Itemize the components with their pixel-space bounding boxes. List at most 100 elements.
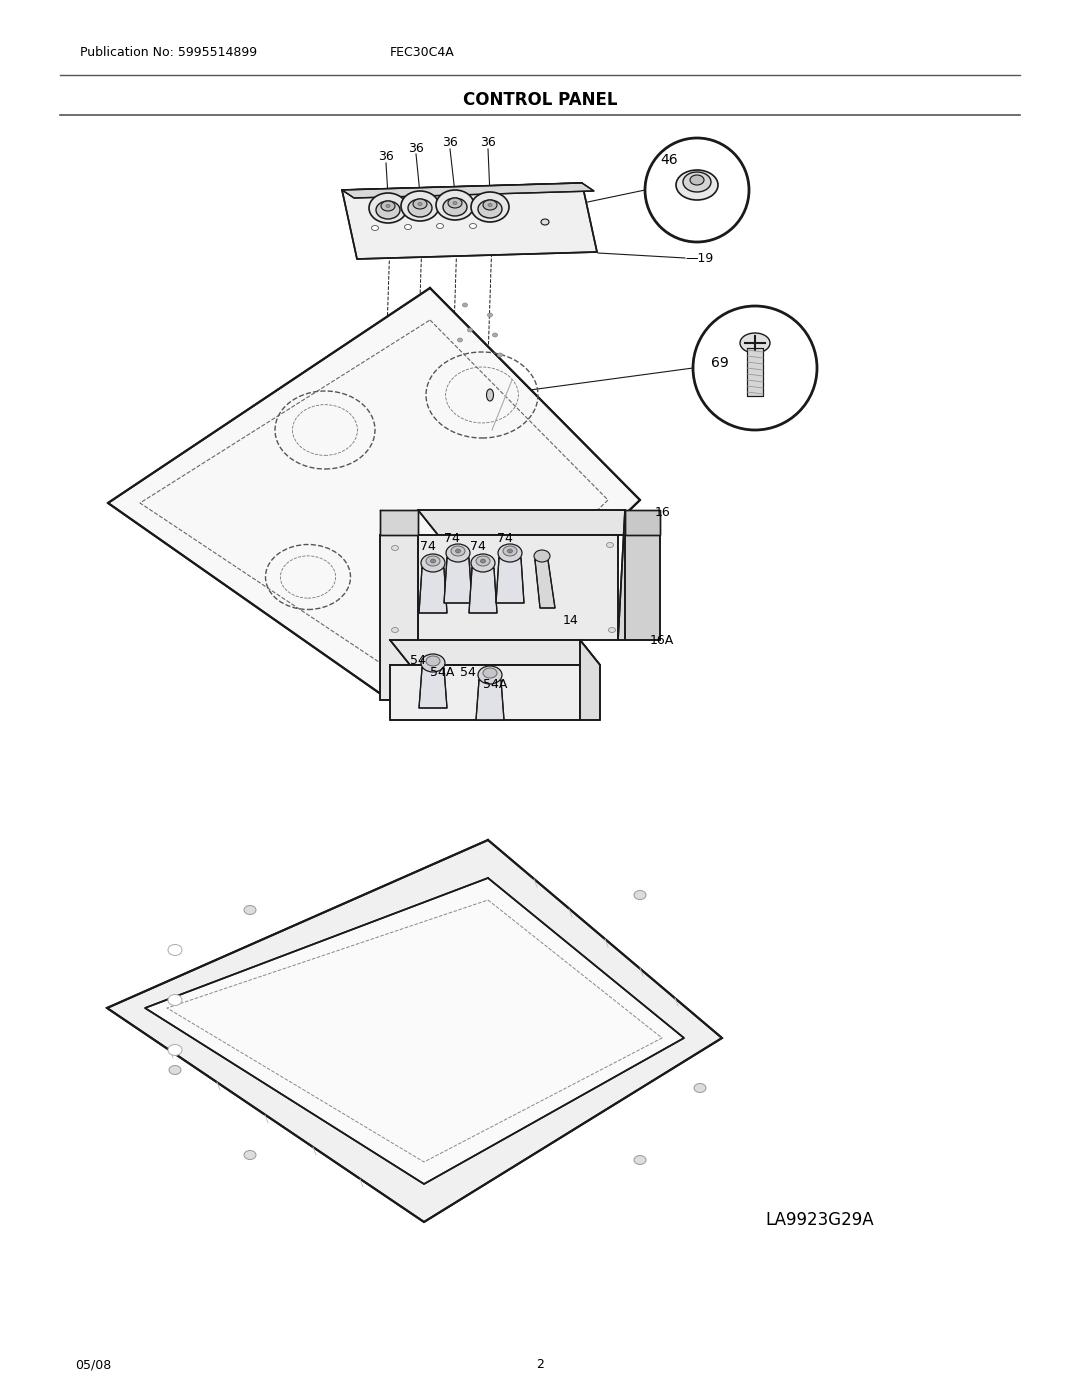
Text: 36: 36 bbox=[442, 137, 458, 149]
Ellipse shape bbox=[476, 556, 490, 566]
Ellipse shape bbox=[471, 191, 509, 222]
Polygon shape bbox=[747, 348, 762, 395]
Ellipse shape bbox=[168, 1066, 181, 1074]
Polygon shape bbox=[418, 535, 618, 640]
Ellipse shape bbox=[421, 654, 445, 672]
Polygon shape bbox=[476, 680, 504, 719]
Ellipse shape bbox=[458, 338, 462, 342]
Circle shape bbox=[693, 306, 816, 430]
Ellipse shape bbox=[168, 995, 183, 1006]
Polygon shape bbox=[418, 510, 645, 535]
Ellipse shape bbox=[683, 172, 711, 191]
Ellipse shape bbox=[608, 627, 616, 633]
Ellipse shape bbox=[426, 657, 440, 666]
Text: 2: 2 bbox=[536, 1358, 544, 1372]
Text: 16: 16 bbox=[654, 506, 671, 518]
Ellipse shape bbox=[607, 542, 613, 548]
Polygon shape bbox=[342, 183, 594, 198]
Text: 74: 74 bbox=[497, 531, 513, 545]
Text: 74: 74 bbox=[470, 541, 486, 553]
Ellipse shape bbox=[421, 555, 445, 571]
Ellipse shape bbox=[369, 193, 407, 224]
Ellipse shape bbox=[534, 550, 550, 562]
Text: 54A: 54A bbox=[483, 679, 508, 692]
Ellipse shape bbox=[468, 328, 473, 332]
Polygon shape bbox=[380, 535, 418, 700]
Text: 36: 36 bbox=[408, 141, 423, 155]
Polygon shape bbox=[145, 877, 684, 1185]
Ellipse shape bbox=[376, 201, 400, 219]
Ellipse shape bbox=[488, 204, 492, 207]
Ellipse shape bbox=[503, 546, 517, 556]
Ellipse shape bbox=[634, 890, 646, 900]
Ellipse shape bbox=[418, 203, 422, 205]
Ellipse shape bbox=[462, 303, 468, 307]
Ellipse shape bbox=[443, 198, 467, 217]
Polygon shape bbox=[580, 640, 600, 719]
Ellipse shape bbox=[244, 905, 256, 915]
Text: 54: 54 bbox=[460, 665, 476, 679]
Text: 36: 36 bbox=[481, 137, 496, 149]
Polygon shape bbox=[625, 510, 660, 535]
Ellipse shape bbox=[740, 332, 770, 353]
Ellipse shape bbox=[541, 219, 549, 225]
Text: Publication No: 5995514899: Publication No: 5995514899 bbox=[80, 46, 257, 59]
Ellipse shape bbox=[446, 543, 470, 562]
Ellipse shape bbox=[386, 204, 390, 208]
Ellipse shape bbox=[690, 175, 704, 184]
Ellipse shape bbox=[391, 627, 399, 633]
Polygon shape bbox=[107, 840, 723, 1222]
Ellipse shape bbox=[498, 353, 502, 358]
Text: 16A: 16A bbox=[650, 633, 674, 647]
Ellipse shape bbox=[471, 555, 495, 571]
Polygon shape bbox=[444, 557, 472, 604]
Ellipse shape bbox=[436, 224, 444, 229]
Ellipse shape bbox=[431, 559, 435, 563]
Ellipse shape bbox=[478, 666, 502, 685]
Ellipse shape bbox=[168, 1045, 183, 1056]
Ellipse shape bbox=[483, 200, 497, 210]
Ellipse shape bbox=[372, 225, 378, 231]
Ellipse shape bbox=[168, 944, 183, 956]
Polygon shape bbox=[390, 665, 580, 719]
Ellipse shape bbox=[451, 546, 465, 556]
Polygon shape bbox=[342, 183, 597, 258]
Text: 69: 69 bbox=[711, 356, 729, 370]
Text: 05/08: 05/08 bbox=[75, 1358, 111, 1372]
Polygon shape bbox=[419, 668, 447, 708]
Ellipse shape bbox=[436, 190, 474, 219]
Circle shape bbox=[645, 138, 750, 242]
Ellipse shape bbox=[478, 200, 502, 218]
Polygon shape bbox=[108, 288, 640, 718]
Ellipse shape bbox=[634, 1155, 646, 1165]
Text: LA9923G29A: LA9923G29A bbox=[766, 1211, 875, 1229]
Text: —19: —19 bbox=[685, 251, 713, 264]
Ellipse shape bbox=[486, 388, 494, 401]
Ellipse shape bbox=[456, 549, 460, 553]
Ellipse shape bbox=[498, 543, 522, 562]
Ellipse shape bbox=[694, 1084, 706, 1092]
Ellipse shape bbox=[413, 198, 427, 210]
Ellipse shape bbox=[676, 170, 718, 200]
Polygon shape bbox=[625, 535, 660, 640]
Ellipse shape bbox=[481, 559, 486, 563]
Text: 74: 74 bbox=[444, 531, 460, 545]
Polygon shape bbox=[535, 560, 555, 608]
Ellipse shape bbox=[470, 224, 476, 229]
Ellipse shape bbox=[492, 332, 498, 337]
Polygon shape bbox=[419, 569, 447, 613]
Text: 54A: 54A bbox=[430, 665, 455, 679]
Ellipse shape bbox=[391, 545, 399, 550]
Polygon shape bbox=[469, 569, 497, 613]
Text: FEC30C4A: FEC30C4A bbox=[390, 46, 455, 59]
Text: 74: 74 bbox=[420, 541, 436, 553]
Ellipse shape bbox=[448, 198, 462, 208]
Ellipse shape bbox=[405, 225, 411, 229]
Ellipse shape bbox=[401, 191, 438, 221]
Ellipse shape bbox=[487, 313, 492, 317]
Text: CONTROL PANEL: CONTROL PANEL bbox=[462, 91, 618, 109]
Polygon shape bbox=[496, 557, 524, 604]
Text: 54: 54 bbox=[410, 654, 426, 666]
Text: 36: 36 bbox=[378, 151, 394, 163]
Ellipse shape bbox=[426, 556, 440, 566]
